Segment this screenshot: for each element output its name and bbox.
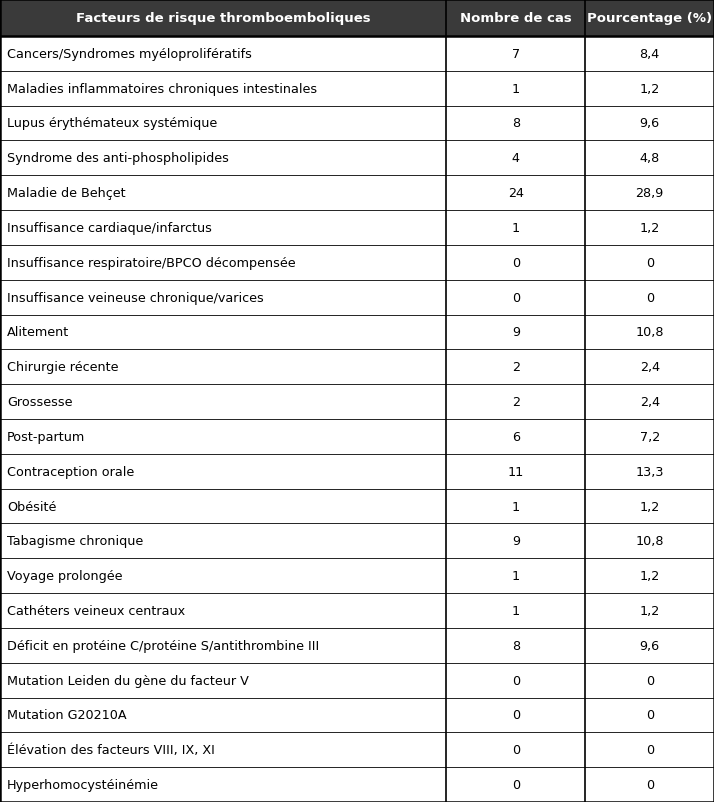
Text: 0: 0 xyxy=(512,708,520,722)
Bar xyxy=(0,107,714,141)
Text: 0: 0 xyxy=(512,778,520,791)
Bar xyxy=(0,281,714,315)
Text: Élévation des facteurs VIII, IX, XI: Élévation des facteurs VIII, IX, XI xyxy=(7,743,215,756)
Bar xyxy=(0,698,714,732)
Text: 1: 1 xyxy=(512,569,520,582)
Text: Voyage prolongée: Voyage prolongée xyxy=(7,569,123,582)
Text: 0: 0 xyxy=(645,778,654,791)
Text: 1,2: 1,2 xyxy=(640,83,660,95)
Bar xyxy=(0,176,714,211)
Text: Cathéters veineux centraux: Cathéters veineux centraux xyxy=(7,604,185,618)
Bar xyxy=(0,558,714,593)
Bar xyxy=(0,628,714,663)
Bar xyxy=(0,593,714,628)
Text: 2,4: 2,4 xyxy=(640,395,660,408)
Text: 7,2: 7,2 xyxy=(640,431,660,444)
Text: 10,8: 10,8 xyxy=(635,326,664,339)
Text: 1: 1 xyxy=(512,500,520,513)
Text: 2: 2 xyxy=(512,395,520,408)
Text: 13,3: 13,3 xyxy=(635,465,664,478)
Text: Déficit en protéine C/protéine S/antithrombine III: Déficit en protéine C/protéine S/antithr… xyxy=(7,639,319,652)
Bar xyxy=(0,385,714,419)
Bar xyxy=(0,732,714,768)
Text: 10,8: 10,8 xyxy=(635,535,664,548)
Text: 0: 0 xyxy=(512,674,520,687)
Text: Nombre de cas: Nombre de cas xyxy=(460,12,572,25)
Text: Obésité: Obésité xyxy=(7,500,56,513)
Bar xyxy=(0,37,714,71)
Text: 0: 0 xyxy=(645,708,654,722)
Text: Post-partum: Post-partum xyxy=(7,431,86,444)
Text: 4,8: 4,8 xyxy=(640,152,660,165)
Bar xyxy=(0,663,714,698)
Bar xyxy=(0,141,714,176)
Bar xyxy=(0,454,714,489)
Text: Maladies inflammatoires chroniques intestinales: Maladies inflammatoires chroniques intes… xyxy=(7,83,317,95)
Text: 9: 9 xyxy=(512,535,520,548)
Text: 1: 1 xyxy=(512,221,520,235)
Text: 11: 11 xyxy=(508,465,524,478)
Text: Alitement: Alitement xyxy=(7,326,69,339)
Bar xyxy=(0,0,714,37)
Text: 28,9: 28,9 xyxy=(635,187,664,200)
Text: Lupus érythémateux systémique: Lupus érythémateux systémique xyxy=(7,117,217,131)
Text: Contraception orale: Contraception orale xyxy=(7,465,134,478)
Text: Hyperhomocystéinémie: Hyperhomocystéinémie xyxy=(7,778,159,791)
Text: Cancers/Syndromes myéloprolifératifs: Cancers/Syndromes myéloprolifératifs xyxy=(7,48,252,61)
Bar xyxy=(0,211,714,245)
Text: 0: 0 xyxy=(512,291,520,304)
Text: Syndrome des anti-phospholipides: Syndrome des anti-phospholipides xyxy=(7,152,229,165)
Text: 0: 0 xyxy=(645,743,654,756)
Text: 8: 8 xyxy=(512,117,520,131)
Bar xyxy=(0,245,714,281)
Text: Insuffisance cardiaque/infarctus: Insuffisance cardiaque/infarctus xyxy=(7,221,212,235)
Text: 6: 6 xyxy=(512,431,520,444)
Text: 9,6: 9,6 xyxy=(640,639,660,652)
Text: 0: 0 xyxy=(645,291,654,304)
Text: Grossesse: Grossesse xyxy=(7,395,73,408)
Text: 8,4: 8,4 xyxy=(640,48,660,61)
Text: 2,4: 2,4 xyxy=(640,361,660,374)
Bar xyxy=(0,489,714,524)
Text: Mutation Leiden du gène du facteur V: Mutation Leiden du gène du facteur V xyxy=(7,674,249,687)
Text: Insuffisance veineuse chronique/varices: Insuffisance veineuse chronique/varices xyxy=(7,291,264,304)
Text: Maladie de Behçet: Maladie de Behçet xyxy=(7,187,126,200)
Text: 0: 0 xyxy=(645,257,654,269)
Text: Pourcentage (%): Pourcentage (%) xyxy=(587,12,713,25)
Text: 1,2: 1,2 xyxy=(640,569,660,582)
Text: 1: 1 xyxy=(512,83,520,95)
Text: 9: 9 xyxy=(512,326,520,339)
Bar xyxy=(0,419,714,454)
Text: 1,2: 1,2 xyxy=(640,500,660,513)
Bar xyxy=(0,350,714,385)
Bar xyxy=(0,768,714,802)
Text: 4: 4 xyxy=(512,152,520,165)
Text: 8: 8 xyxy=(512,639,520,652)
Text: 0: 0 xyxy=(645,674,654,687)
Text: 1,2: 1,2 xyxy=(640,221,660,235)
Text: Tabagisme chronique: Tabagisme chronique xyxy=(7,535,144,548)
Text: Chirurgie récente: Chirurgie récente xyxy=(7,361,119,374)
Text: 0: 0 xyxy=(512,743,520,756)
Text: 1,2: 1,2 xyxy=(640,604,660,618)
Text: Facteurs de risque thromboemboliques: Facteurs de risque thromboemboliques xyxy=(76,12,371,25)
Text: Insuffisance respiratoire/BPCO décompensée: Insuffisance respiratoire/BPCO décompens… xyxy=(7,257,296,269)
Text: Mutation G20210A: Mutation G20210A xyxy=(7,708,127,722)
Text: 24: 24 xyxy=(508,187,524,200)
Text: 9,6: 9,6 xyxy=(640,117,660,131)
Bar xyxy=(0,71,714,107)
Text: 2: 2 xyxy=(512,361,520,374)
Bar xyxy=(0,315,714,350)
Text: 1: 1 xyxy=(512,604,520,618)
Bar xyxy=(0,524,714,558)
Text: 0: 0 xyxy=(512,257,520,269)
Text: 7: 7 xyxy=(512,48,520,61)
